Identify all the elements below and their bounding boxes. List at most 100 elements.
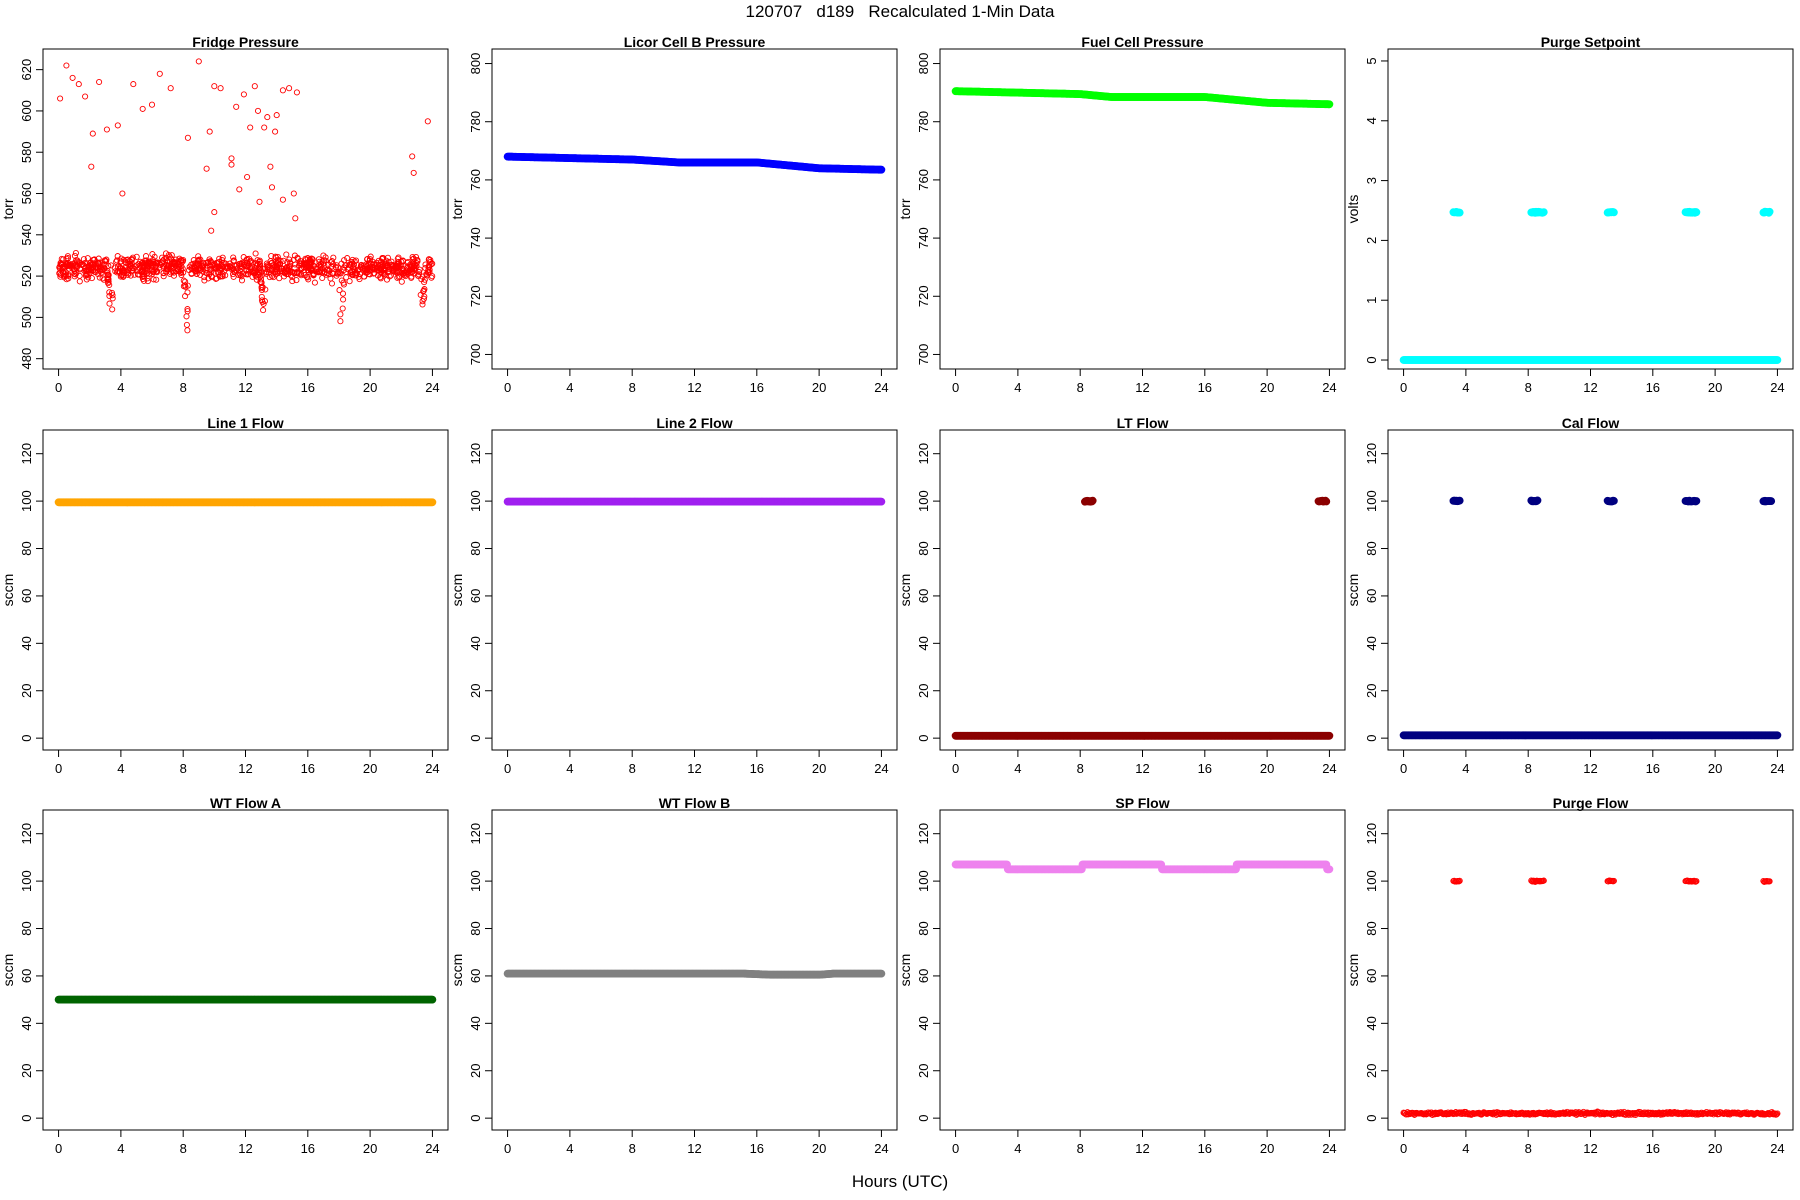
- data-point: [153, 276, 160, 283]
- data-point: [339, 305, 346, 312]
- data-point: [322, 257, 329, 264]
- x-tick-label: 4: [117, 380, 124, 395]
- data-point: [183, 321, 190, 328]
- y-tick-label: 60: [19, 589, 34, 603]
- data-point: [366, 257, 373, 264]
- data-point: [243, 271, 250, 278]
- x-tick-label: 20: [363, 761, 377, 776]
- data-point: [306, 257, 313, 264]
- data-point: [264, 114, 271, 121]
- y-tick-label: 1: [1364, 297, 1379, 304]
- data-point: [398, 278, 405, 285]
- data-point: [219, 254, 226, 261]
- plot-frame: [939, 429, 1346, 751]
- data-point: [238, 277, 246, 284]
- data-point: [270, 274, 277, 281]
- data-point: [256, 198, 263, 205]
- data-point: [240, 254, 247, 261]
- data-point: [58, 262, 65, 269]
- series: [503, 152, 886, 174]
- data-point: [377, 265, 384, 272]
- data-point: [274, 268, 281, 275]
- data-point: [93, 258, 100, 266]
- y-tick-label: 120: [1364, 443, 1379, 465]
- data-point: [273, 112, 280, 119]
- data-point: [88, 275, 95, 282]
- y-tick-label: 600: [19, 100, 34, 122]
- y-tick-label: 80: [19, 921, 34, 935]
- data-point: [392, 263, 399, 270]
- x-tick-label: 4: [117, 761, 124, 776]
- y-tick-label: 800: [916, 53, 931, 75]
- data-point: [184, 327, 191, 334]
- y-axis-label: volts: [1345, 195, 1361, 224]
- data-point: [407, 261, 414, 268]
- y-tick-label: 0: [1364, 735, 1379, 742]
- data-point: [114, 253, 121, 260]
- data-point: [153, 262, 160, 269]
- data-point: [293, 89, 300, 96]
- x-tick-label: 12: [238, 380, 252, 395]
- data-point: [395, 254, 402, 261]
- data-point: [258, 285, 265, 292]
- data-point: [169, 268, 176, 275]
- data-point: [72, 249, 79, 257]
- data-point: [301, 264, 308, 271]
- data-point: [319, 258, 326, 265]
- panel-title: Line 1 Flow: [207, 415, 283, 431]
- y-tick-label: 80: [916, 541, 931, 555]
- data-point: [147, 260, 155, 267]
- data-point: [409, 253, 416, 261]
- data-point: [340, 296, 347, 303]
- panel-title: Licor Cell B Pressure: [624, 34, 766, 50]
- data-point: [348, 260, 355, 267]
- data-point: [428, 274, 435, 281]
- data-point: [1610, 497, 1618, 505]
- y-tick-label: 740: [916, 227, 931, 249]
- data-point: [1533, 496, 1542, 505]
- data-point: [101, 265, 108, 272]
- y-axis-label: sccm: [449, 574, 465, 607]
- data-point: [375, 257, 382, 264]
- data-point: [1088, 496, 1097, 505]
- x-tick-label: 12: [1583, 380, 1597, 395]
- y-tick-label: 780: [468, 111, 483, 133]
- data-point: [410, 169, 417, 176]
- data-point: [182, 278, 189, 285]
- data-point: [251, 83, 258, 90]
- data-point: [205, 275, 212, 282]
- data-point: [227, 263, 234, 270]
- data-point: [128, 257, 135, 264]
- data-point: [207, 266, 214, 273]
- x-tick-label: 0: [952, 761, 959, 776]
- y-tick-label: 100: [468, 490, 483, 512]
- x-tick-label: 4: [1014, 380, 1021, 395]
- x-tick-label: 0: [55, 1141, 62, 1156]
- x-tick-label: 0: [504, 380, 511, 395]
- data-point: [313, 268, 320, 275]
- data-point: [105, 280, 112, 287]
- data-point: [1455, 496, 1464, 505]
- y-axis-label: sccm: [897, 574, 913, 607]
- data-point: [262, 286, 269, 293]
- y-tick-label: 20: [19, 1064, 34, 1078]
- data-point: [409, 256, 416, 263]
- data-point: [208, 227, 215, 234]
- data-point: [169, 262, 176, 269]
- data-point: [195, 257, 202, 264]
- data-point: [274, 260, 281, 267]
- x-tick-label: 12: [238, 761, 252, 776]
- data-point: [61, 274, 68, 281]
- data-point: [163, 265, 170, 272]
- data-point: [260, 307, 267, 314]
- x-tick-label: 12: [687, 380, 701, 395]
- data-point: [123, 269, 130, 276]
- x-tick-label: 0: [952, 380, 959, 395]
- data-point: [1773, 731, 1782, 740]
- data-point: [75, 81, 82, 88]
- y-tick-label: 60: [916, 589, 931, 603]
- plot-frame: [1387, 429, 1794, 751]
- data-point: [308, 255, 315, 262]
